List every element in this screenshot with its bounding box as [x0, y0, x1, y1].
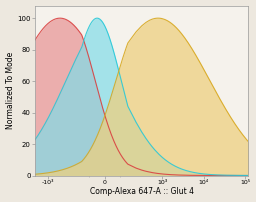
X-axis label: Comp-Alexa 647-A :: Glut 4: Comp-Alexa 647-A :: Glut 4 — [90, 187, 194, 196]
Y-axis label: Normalized To Mode: Normalized To Mode — [6, 52, 15, 129]
